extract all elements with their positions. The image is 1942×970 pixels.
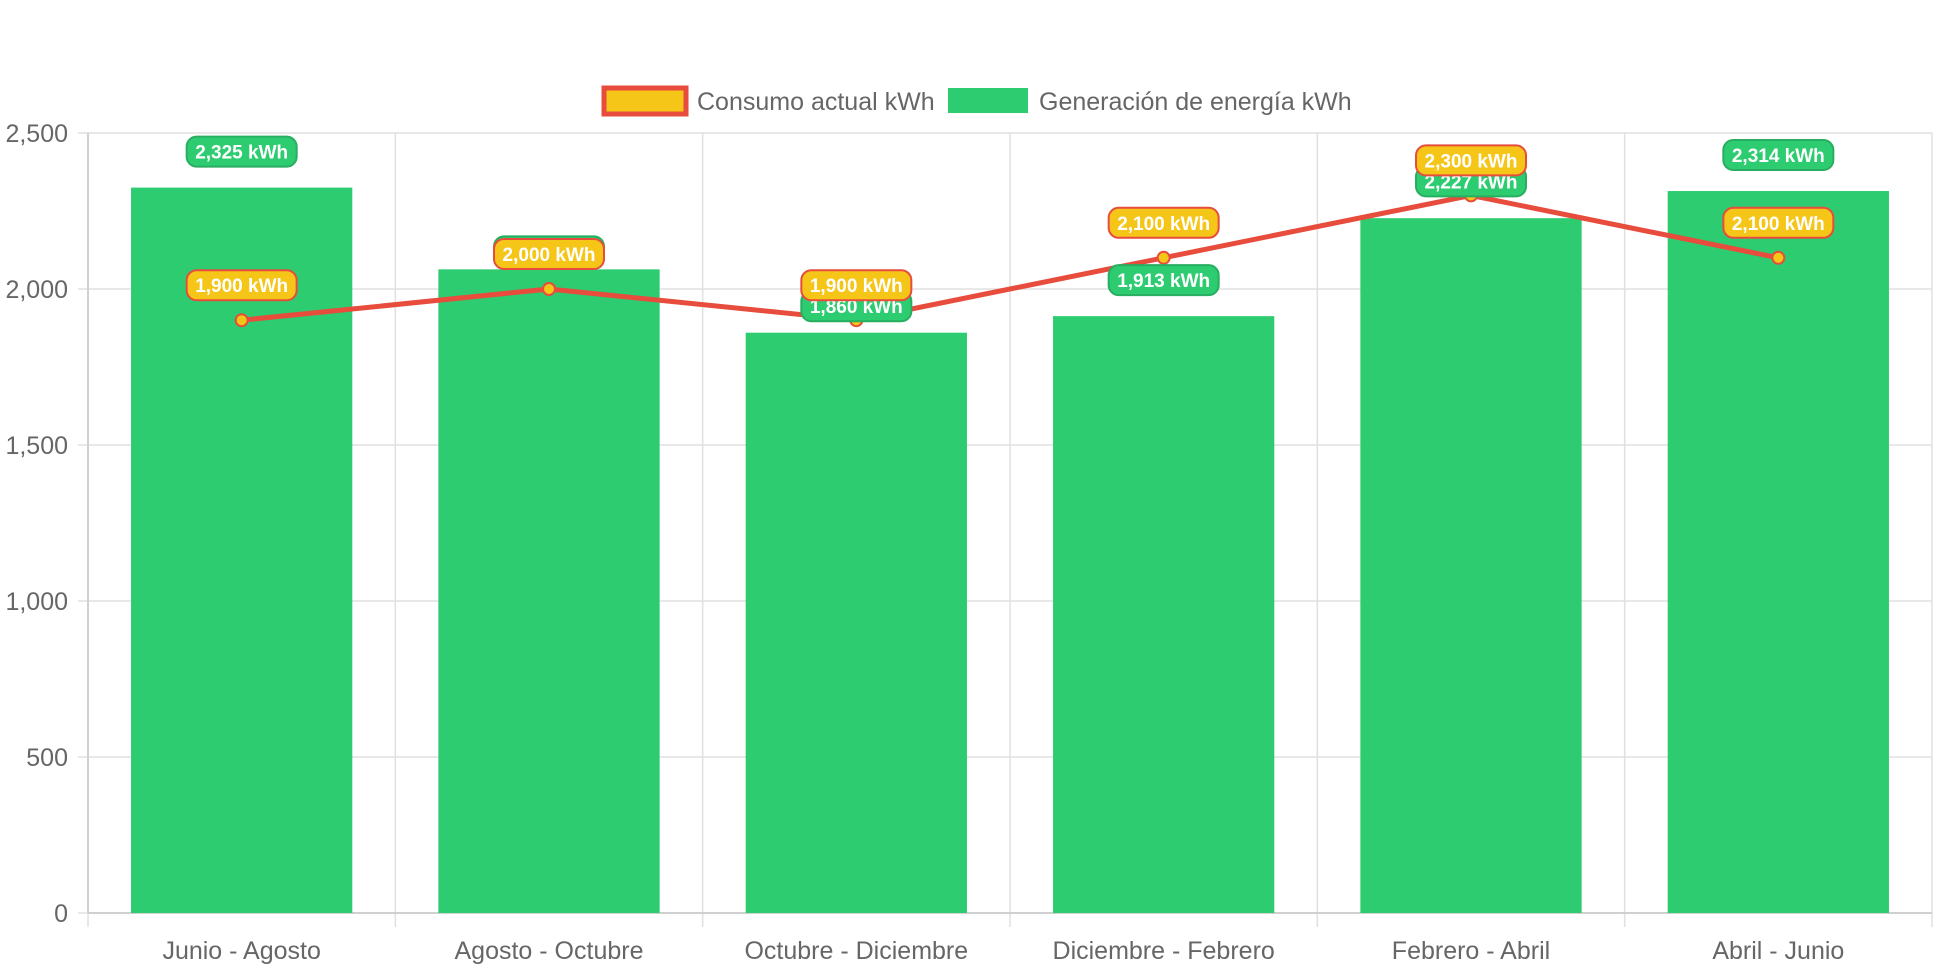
y-tick-label: 0 [54, 900, 68, 928]
x-tick-label: Febrero - Abril [1392, 937, 1550, 965]
bar[interactable] [1360, 218, 1582, 913]
bar-data-label: 1,860 kWh [810, 297, 903, 318]
y-tick-label: 1,000 [5, 588, 68, 616]
legend-label-consumo[interactable]: Consumo actual kWh [697, 88, 935, 116]
line-data-label-badge [1107, 206, 1220, 239]
line-data-label: 2,300 kWh [1425, 151, 1518, 172]
y-tick-label: 2,000 [5, 276, 68, 304]
bar-data-label-badge [1107, 264, 1220, 297]
bar-data-label: 2,227 kWh [1425, 172, 1518, 193]
line-point[interactable] [1771, 250, 1786, 265]
y-tick-label: 2,500 [5, 120, 68, 148]
line-point[interactable] [234, 313, 249, 328]
bar[interactable] [1667, 191, 1889, 914]
x-axis: Junio - Agosto Agosto - Octubre Octubre - … [88, 912, 1932, 965]
bar[interactable] [131, 187, 353, 914]
bar-data-label-badge [185, 135, 298, 168]
y-tick-label: 500 [26, 744, 68, 772]
line-path [241, 192, 1779, 323]
x-tick-label: Agosto - Octubre [455, 937, 644, 965]
bar-data-label: 2,314 kWh [1732, 146, 1825, 167]
y-tick-label: 1,500 [5, 432, 68, 460]
line-data-label-badge [1415, 144, 1527, 177]
line-data-label: 1,900 kWh [195, 276, 288, 297]
line-data-label-badge [185, 269, 298, 302]
line-point[interactable] [542, 282, 556, 296]
line-point[interactable] [1156, 250, 1171, 265]
line-data-label: 2,000 kWh [503, 245, 596, 266]
bar[interactable] [745, 332, 967, 913]
line-data-label-badge [1722, 206, 1835, 239]
bar[interactable] [438, 269, 660, 913]
x-tick-label: Abril - Junio [1712, 937, 1844, 965]
line-data-label-badge [493, 238, 605, 270]
x-tick-label: Octubre - Diciembre [744, 937, 968, 965]
legend-swatch-generacion[interactable] [948, 88, 1028, 113]
y-axis: 0 500 1,000 1,500 2,000 2,500 [5, 120, 89, 928]
legend-swatch-consumo[interactable] [601, 85, 689, 117]
line-data-label-badge [800, 269, 913, 302]
legend-label-generacion[interactable]: Generación de energía kWh [1039, 88, 1352, 116]
bar-series [131, 187, 1889, 914]
line-data-label: 2,100 kWh [1732, 214, 1825, 235]
legend[interactable]: Consumo actual kWh Generación de energía… [601, 85, 1352, 117]
bar-data-label-badge [1722, 139, 1835, 172]
bar-data-label: 2,325 kWh [195, 143, 288, 164]
x-tick-label: Diciembre - Febrero [1053, 937, 1275, 965]
line-data-label: 2,100 kWh [1117, 214, 1210, 235]
grid [87, 132, 1933, 927]
x-tick-label: Junio - Agosto [162, 937, 320, 965]
bar-data-label: 1,913 kWh [1117, 271, 1210, 292]
line-data-label: 1,900 kWh [810, 276, 903, 297]
bar[interactable] [1053, 316, 1275, 913]
